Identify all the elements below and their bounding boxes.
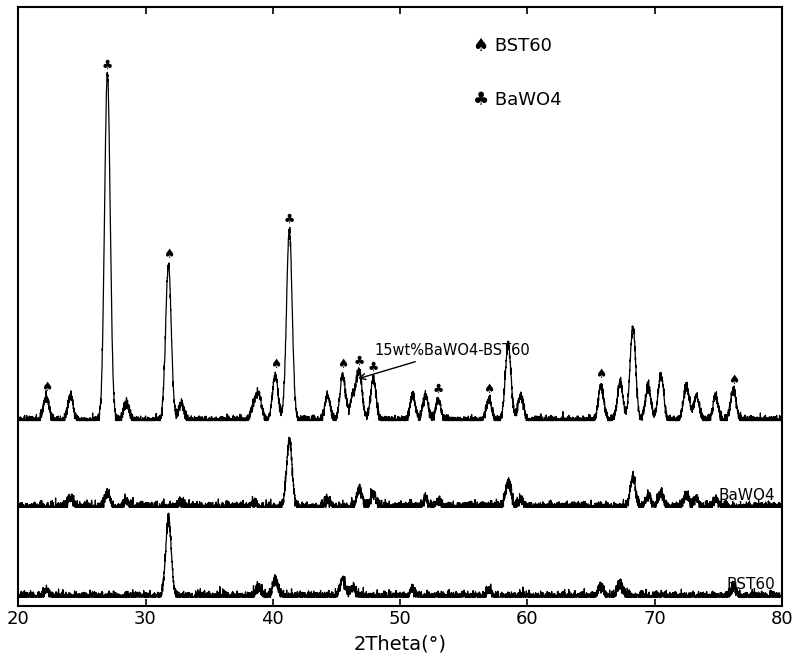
Text: ♠: ♠: [270, 358, 281, 371]
Text: ♠: ♠: [728, 374, 739, 387]
Text: ♣: ♣: [368, 361, 379, 374]
Text: ♣: ♣: [354, 355, 365, 368]
Text: ♠: ♠: [483, 383, 494, 395]
X-axis label: 2Theta(°): 2Theta(°): [354, 634, 446, 653]
Text: ♣: ♣: [102, 58, 113, 71]
Text: ♠: ♠: [41, 381, 52, 393]
Text: 15wt%BaWO4-BST60: 15wt%BaWO4-BST60: [360, 343, 530, 379]
Text: ♣: ♣: [433, 382, 444, 395]
Text: ♣: ♣: [284, 213, 295, 225]
Text: BST60: BST60: [726, 578, 775, 592]
Text: ♠ BST60: ♠ BST60: [473, 37, 551, 55]
Text: ♠: ♠: [337, 358, 348, 371]
Text: ♣ BaWO4: ♣ BaWO4: [473, 91, 561, 109]
Text: BaWO4: BaWO4: [718, 488, 775, 503]
Text: ♠: ♠: [163, 248, 174, 261]
Text: ♠: ♠: [595, 368, 606, 381]
